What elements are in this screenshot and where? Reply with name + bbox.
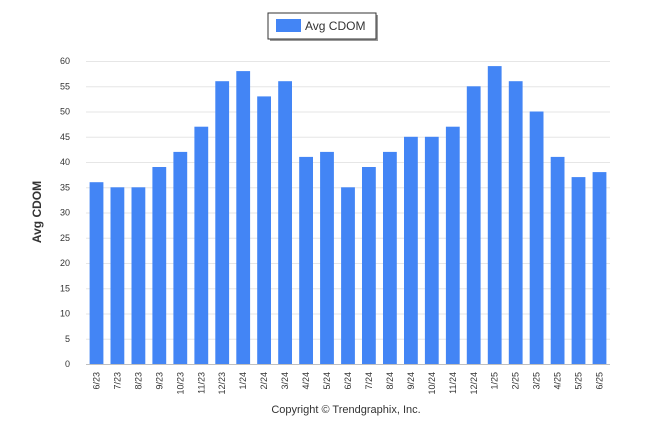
- y-tick-label: 40: [60, 157, 70, 167]
- x-tick-label: 2/24: [259, 372, 269, 390]
- bar[interactable]: [131, 187, 146, 365]
- x-tick-label: 4/24: [301, 372, 311, 390]
- y-tick-label: 25: [60, 233, 70, 243]
- y-tick-label: 10: [60, 309, 70, 319]
- bar[interactable]: [550, 156, 565, 364]
- y-tick-label: 45: [60, 132, 70, 142]
- bar[interactable]: [487, 66, 502, 364]
- y-tick-label: 55: [60, 81, 70, 91]
- x-tick-label: 5/24: [322, 372, 332, 390]
- bar[interactable]: [341, 187, 355, 365]
- x-tick-label: 3/24: [280, 372, 290, 390]
- y-tick-label: 50: [60, 107, 70, 117]
- bar[interactable]: [362, 167, 376, 364]
- bar[interactable]: [278, 81, 292, 364]
- x-tick-label: 9/23: [154, 372, 164, 390]
- bar[interactable]: [194, 126, 209, 364]
- x-tick-label: 12/24: [469, 372, 479, 395]
- bar[interactable]: [383, 151, 397, 364]
- x-tick-label: 4/25: [553, 372, 563, 390]
- y-tick-label: 20: [60, 258, 70, 268]
- x-tick-label: 3/25: [532, 372, 542, 390]
- bar[interactable]: [299, 156, 313, 364]
- bar[interactable]: [215, 81, 230, 364]
- bar[interactable]: [571, 177, 586, 364]
- bar[interactable]: [466, 86, 481, 365]
- bar[interactable]: [236, 71, 251, 364]
- bars: [89, 66, 607, 365]
- bar[interactable]: [508, 81, 523, 364]
- x-tick-label: 6/25: [595, 372, 605, 390]
- bar[interactable]: [445, 126, 460, 364]
- y-axis-ticks: 0 5 10 15 20 25 30 35 40 45 50 55 60: [60, 56, 70, 369]
- x-tick-label: 5/25: [574, 372, 584, 390]
- legend-swatch: [276, 19, 301, 32]
- x-tick-label: 10/23: [175, 372, 185, 395]
- y-tick-label: 60: [60, 56, 70, 66]
- y-tick-label: 15: [60, 283, 70, 293]
- x-tick-label: 1/25: [490, 372, 500, 390]
- legend[interactable]: Avg CDOM: [267, 12, 378, 41]
- x-tick-label: 8/24: [385, 372, 395, 390]
- bar[interactable]: [320, 151, 334, 364]
- bar[interactable]: [173, 151, 188, 364]
- y-tick-label: 0: [65, 359, 70, 369]
- x-tick-label: 2/25: [511, 372, 521, 390]
- bar[interactable]: [152, 167, 167, 364]
- bar[interactable]: [592, 172, 607, 364]
- x-tick-label: 8/23: [133, 372, 143, 390]
- x-tick-label: 11/24: [448, 372, 458, 394]
- x-tick-label: 7/24: [364, 372, 374, 390]
- bar[interactable]: [424, 136, 439, 365]
- y-tick-label: 5: [65, 334, 70, 344]
- bar[interactable]: [404, 136, 418, 365]
- x-tick-label: 10/24: [427, 372, 437, 395]
- x-tick-label: 11/23: [196, 372, 206, 394]
- x-tick-label: 1/24: [238, 372, 248, 390]
- y-tick-label: 35: [60, 182, 70, 192]
- x-axis-ticks: 6/23 7/23 8/23 9/23 10/23 11/23 12/23 1/24 2/24 3…: [91, 372, 604, 395]
- y-axis-title: Avg CDOM: [30, 181, 44, 243]
- x-tick-label: 6/24: [343, 372, 353, 390]
- x-tick-label: 6/23: [91, 372, 101, 390]
- bar[interactable]: [89, 182, 104, 364]
- x-tick-label: 7/23: [112, 372, 122, 390]
- bar[interactable]: [110, 187, 125, 365]
- x-tick-label: 12/23: [217, 372, 227, 395]
- bar[interactable]: [257, 96, 271, 365]
- copyright-credit[interactable]: Copyright © Trendgraphix, Inc.: [271, 404, 420, 416]
- bar[interactable]: [529, 111, 544, 365]
- y-tick-label: 30: [60, 208, 70, 218]
- x-tick-label: 9/24: [406, 372, 416, 390]
- legend-label: Avg CDOM: [305, 19, 365, 33]
